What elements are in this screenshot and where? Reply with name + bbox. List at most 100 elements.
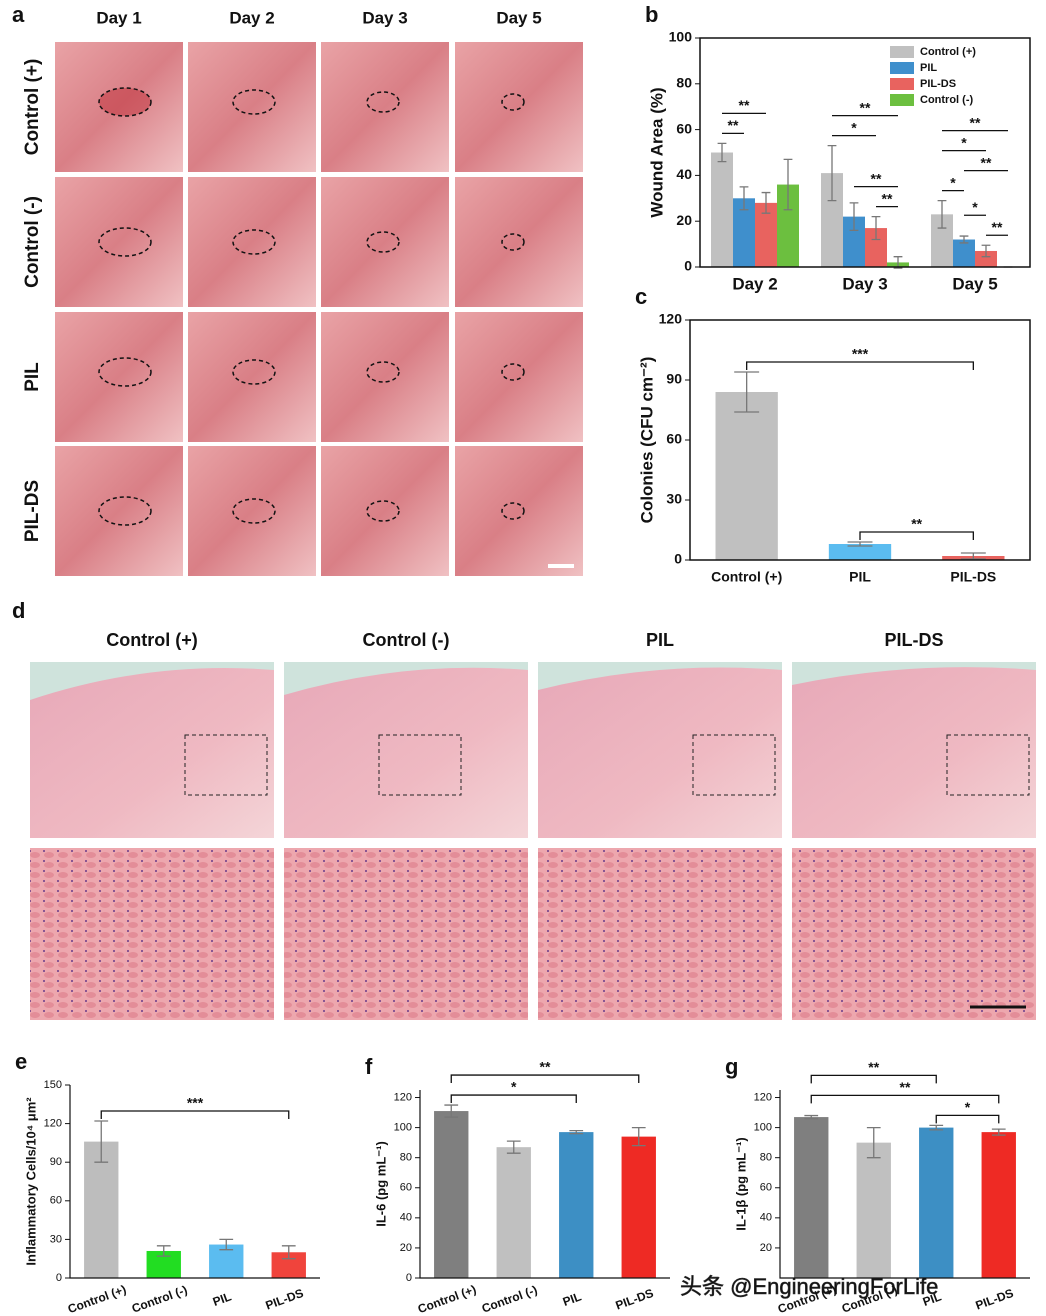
wound-outline — [501, 93, 525, 111]
axes — [69, 1085, 320, 1279]
legend-label: PIL-DS — [920, 78, 956, 90]
zoom-box — [378, 734, 462, 796]
x-tick-label: PIL-DS — [614, 1286, 656, 1313]
significance-label: ** — [728, 117, 739, 133]
significance-label: ** — [911, 516, 922, 532]
significance-label: ** — [871, 170, 882, 186]
y-tick-label: 120 — [394, 1091, 412, 1103]
bar — [777, 184, 799, 267]
tissue-surface — [792, 662, 1036, 685]
x-tick-label: PIL-DS — [950, 569, 996, 585]
legend-swatch — [890, 78, 914, 90]
histology-overview — [792, 662, 1036, 838]
bar — [828, 544, 892, 560]
wound-photo — [455, 177, 583, 307]
bar — [919, 1127, 954, 1278]
column-label: Control (+) — [106, 630, 198, 650]
y-tick-label: 0 — [406, 1272, 412, 1284]
y-tick-label: 0 — [684, 258, 692, 274]
bar — [84, 1141, 119, 1278]
significance-bracket — [450, 1074, 640, 1084]
wound-photo — [321, 446, 449, 576]
bar — [755, 202, 777, 267]
error-bar — [893, 256, 903, 269]
wound-photo — [455, 312, 583, 442]
error-bar — [506, 1140, 521, 1154]
error-bar — [761, 191, 771, 214]
tissue-surface — [538, 662, 782, 690]
significance-label: ** — [981, 154, 992, 170]
panel-label: a — [12, 2, 25, 27]
significance-label: ** — [868, 1059, 879, 1075]
y-axis-label: Inflammatory Cells/10⁴ μm² — [23, 1097, 38, 1266]
significance-label: * — [511, 1079, 517, 1095]
y-tick-label: 90 — [50, 1156, 62, 1168]
y-tick-label: 20 — [676, 212, 692, 228]
wound-outline — [98, 357, 152, 387]
wound-photo — [55, 177, 183, 307]
error-bar — [219, 1238, 234, 1251]
y-tick-label: 60 — [400, 1182, 412, 1194]
wound-outline — [501, 363, 525, 381]
y-tick-label: 60 — [760, 1182, 772, 1194]
significance-label: * — [961, 134, 967, 150]
y-tick-label: 60 — [666, 431, 682, 447]
y-axis-label: IL-1β (pg mL⁻¹) — [733, 1137, 748, 1231]
wound-outline — [366, 231, 400, 253]
error-bar — [156, 1245, 171, 1257]
wound-outline — [232, 89, 276, 115]
row-label: Control (-) — [22, 196, 43, 288]
bar — [711, 152, 733, 267]
histology-overview — [284, 662, 528, 838]
panel-label: g — [725, 1054, 738, 1079]
x-tick-label: Control (-) — [480, 1283, 539, 1316]
error-bar — [569, 1129, 584, 1135]
wound-photo — [188, 177, 316, 307]
y-tick-label: 40 — [676, 166, 692, 182]
significance-label: *** — [852, 346, 869, 362]
legend-label: PIL — [920, 62, 937, 74]
panel-label: e — [15, 1049, 27, 1074]
x-tick-label: Control (+) — [711, 569, 782, 585]
error-bar — [937, 199, 947, 229]
error-bar — [827, 144, 837, 202]
significance-label: ** — [882, 190, 893, 206]
significance-label: ** — [860, 99, 871, 115]
bar — [794, 1117, 829, 1278]
significance-bracket — [810, 1094, 1000, 1104]
y-tick-label: 120 — [754, 1091, 772, 1103]
error-bar — [717, 142, 727, 163]
bar — [733, 198, 755, 267]
row-label: PIL-DS — [22, 480, 43, 542]
column-label: Control (-) — [363, 630, 450, 650]
significance-label: ** — [900, 1079, 911, 1095]
histology-zoom — [284, 848, 528, 1020]
y-tick-label: 30 — [666, 491, 682, 507]
wound-photo — [455, 446, 583, 576]
legend-label: Control (-) — [920, 94, 973, 106]
x-tick-label: Control (+) — [416, 1282, 478, 1316]
significance-label: *** — [187, 1095, 204, 1111]
y-tick-label: 100 — [754, 1122, 772, 1134]
y-tick-label: 80 — [400, 1152, 412, 1164]
x-tick-label: PIL-DS — [264, 1286, 306, 1313]
legend-label: Control (+) — [920, 46, 976, 58]
x-tick-label: Control (+) — [66, 1282, 128, 1316]
wound-photo — [55, 312, 183, 442]
error-bar — [960, 552, 986, 560]
y-tick-label: 100 — [394, 1122, 412, 1134]
error-bar — [847, 541, 873, 547]
bar — [856, 1142, 891, 1278]
error-bar — [444, 1104, 459, 1118]
wound-outline — [366, 500, 400, 522]
bar — [865, 228, 887, 267]
wound-photo — [321, 177, 449, 307]
error-bar — [849, 202, 859, 232]
row-label: Control (+) — [22, 59, 43, 156]
panel-label: d — [12, 598, 25, 623]
column-label: Day 5 — [496, 8, 541, 27]
zoom-box — [184, 734, 268, 796]
error-bar — [959, 235, 969, 244]
x-tick-label: PIL — [561, 1289, 583, 1309]
